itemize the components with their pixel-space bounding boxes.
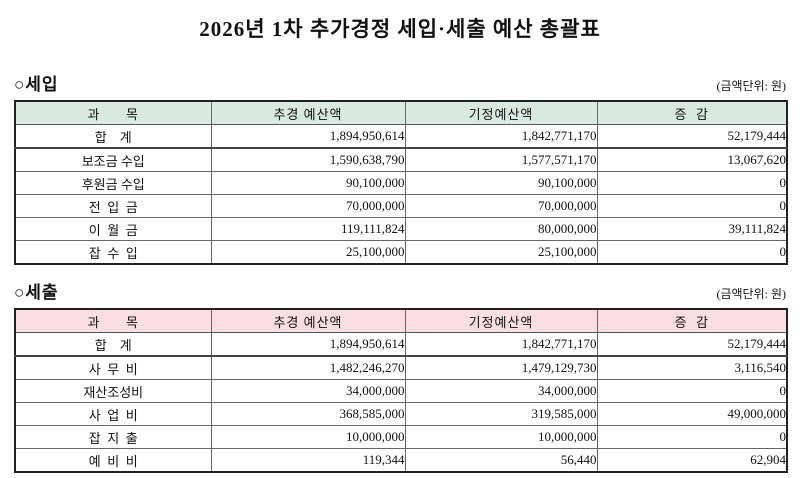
- previous-amount: 1,842,771,170: [404, 124, 598, 149]
- page-title: 2026년 1차 추가경정 세입·세출 예산 총괄표: [199, 17, 601, 41]
- expenditure-section-title: ○세출: [14, 283, 59, 302]
- table-row: 합 계 1,894,950,614 1,842,771,170 52,179,4…: [14, 124, 788, 149]
- column-header-previous: 기정예산액: [404, 100, 598, 125]
- previous-amount: 1,842,771,170: [404, 332, 598, 357]
- previous-amount: 56,440: [404, 448, 598, 473]
- change-amount: 0: [596, 425, 788, 449]
- column-header-change: 증 감: [596, 308, 788, 333]
- previous-amount: 319,585,000: [404, 402, 598, 426]
- change-amount: 0: [596, 379, 788, 403]
- row-label: 합 계: [14, 124, 212, 149]
- supplementary-amount: 1,590,638,790: [210, 147, 406, 172]
- supplementary-amount: 10,000,000: [210, 425, 406, 449]
- table-row: 예 비 비 119,344 56,440 62,904: [14, 448, 788, 473]
- expenditure-unit-note: (금액단위: 원): [716, 287, 786, 301]
- previous-amount: 25,100,000: [404, 240, 598, 265]
- supplementary-amount: 34,000,000: [210, 379, 406, 403]
- column-header-change: 증 감: [596, 100, 788, 125]
- change-amount: 52,179,444: [596, 124, 788, 149]
- row-label: 잡 지 출: [14, 425, 212, 449]
- previous-amount: 34,000,000: [404, 379, 598, 403]
- expenditure-table-header-row: 과 목 추경 예산액 기정예산액 증 감: [14, 308, 788, 333]
- expenditure-table: 과 목 추경 예산액 기정예산액 증 감 합 계 1,894,950,614 1…: [14, 308, 788, 473]
- change-amount: 52,179,444: [596, 332, 788, 357]
- change-amount: 3,116,540: [596, 355, 788, 380]
- previous-amount: 1,479,129,730: [404, 355, 598, 380]
- row-label: 이 월 금: [14, 217, 212, 241]
- column-header-supplementary: 추경 예산액: [210, 100, 406, 125]
- supplementary-amount: 1,482,246,270: [210, 355, 406, 380]
- revenue-section-title: ○세입: [14, 75, 59, 94]
- table-row: 잡 지 출 10,000,000 10,000,000 0: [14, 425, 788, 449]
- table-row: 후원금 수입 90,100,000 90,100,000 0: [14, 171, 788, 195]
- row-label: 합 계: [14, 332, 212, 357]
- revenue-table-header-row: 과 목 추경 예산액 기정예산액 증 감: [14, 100, 788, 125]
- supplementary-amount: 25,100,000: [210, 240, 406, 265]
- row-label: 재산조성비: [14, 379, 212, 403]
- supplementary-amount: 119,111,824: [210, 217, 406, 241]
- table-row: 합 계 1,894,950,614 1,842,771,170 52,179,4…: [14, 332, 788, 357]
- column-header-item: 과 목: [14, 308, 212, 333]
- table-row: 보조금 수입 1,590,638,790 1,577,571,170 13,06…: [14, 147, 788, 172]
- supplementary-amount: 70,000,000: [210, 194, 406, 218]
- row-label: 예 비 비: [14, 448, 212, 473]
- table-row: 사 무 비 1,482,246,270 1,479,129,730 3,116,…: [14, 355, 788, 380]
- supplementary-amount: 1,894,950,614: [210, 124, 406, 149]
- supplementary-amount: 1,894,950,614: [210, 332, 406, 357]
- table-row: 사 업 비 368,585,000 319,585,000 49,000,000: [14, 402, 788, 426]
- row-label: 후원금 수입: [14, 171, 212, 195]
- previous-amount: 10,000,000: [404, 425, 598, 449]
- change-amount: 62,904: [596, 448, 788, 473]
- table-row: 전 입 금 70,000,000 70,000,000 0: [14, 194, 788, 218]
- change-amount: 0: [596, 171, 788, 195]
- change-amount: 0: [596, 194, 788, 218]
- row-label: 전 입 금: [14, 194, 212, 218]
- revenue-section-header: ○세입 (금액단위: 원): [14, 70, 786, 95]
- supplementary-amount: 119,344: [210, 448, 406, 473]
- expenditure-section-header: ○세출 (금액단위: 원): [14, 278, 786, 303]
- row-label: 보조금 수입: [14, 147, 212, 172]
- supplementary-amount: 368,585,000: [210, 402, 406, 426]
- change-amount: 49,000,000: [596, 402, 788, 426]
- previous-amount: 90,100,000: [404, 171, 598, 195]
- supplementary-amount: 90,100,000: [210, 171, 406, 195]
- row-label: 사 업 비: [14, 402, 212, 426]
- change-amount: 13,067,620: [596, 147, 788, 172]
- revenue-unit-note: (금액단위: 원): [716, 79, 786, 93]
- revenue-table: 과 목 추경 예산액 기정예산액 증 감 합 계 1,894,950,614 1…: [14, 100, 788, 265]
- previous-amount: 1,577,571,170: [404, 147, 598, 172]
- previous-amount: 70,000,000: [404, 194, 598, 218]
- change-amount: 39,111,824: [596, 217, 788, 241]
- column-header-item: 과 목: [14, 100, 212, 125]
- table-row: 이 월 금 119,111,824 80,000,000 39,111,824: [14, 217, 788, 241]
- column-header-previous: 기정예산액: [404, 308, 598, 333]
- column-header-supplementary: 추경 예산액: [210, 308, 406, 333]
- row-label: 사 무 비: [14, 355, 212, 380]
- previous-amount: 80,000,000: [404, 217, 598, 241]
- change-amount: 0: [596, 240, 788, 265]
- row-label: 잡 수 입: [14, 240, 212, 265]
- table-row: 잡 수 입 25,100,000 25,100,000 0: [14, 240, 788, 265]
- table-row: 재산조성비 34,000,000 34,000,000 0: [14, 379, 788, 403]
